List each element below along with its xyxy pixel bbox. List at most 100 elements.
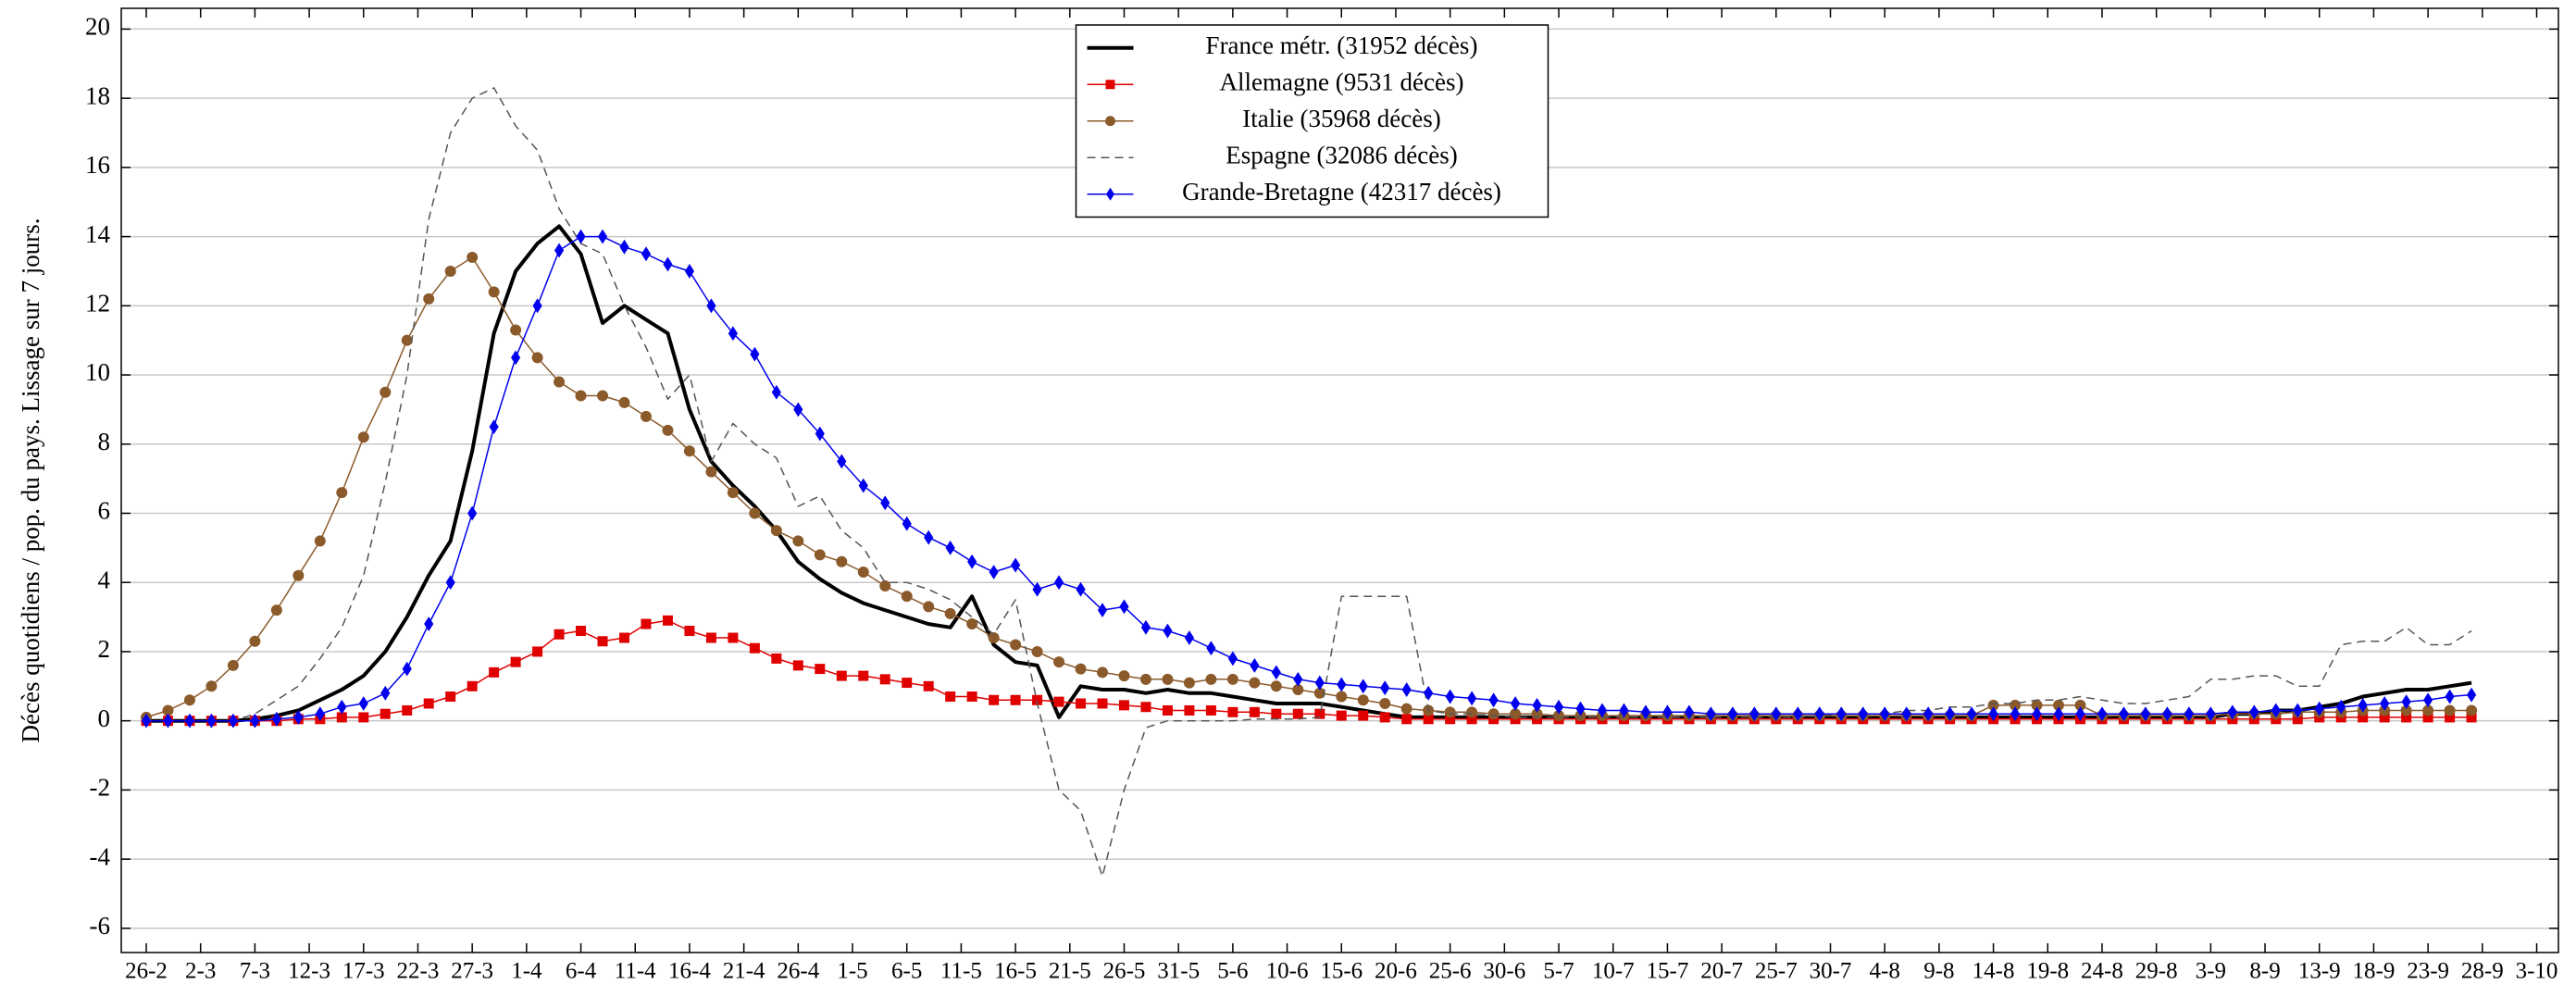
data-point: [1226, 673, 1238, 685]
y-tick-label: -6: [90, 912, 111, 940]
data-point: [1358, 679, 1368, 694]
data-point: [467, 680, 478, 691]
data-point: [705, 466, 717, 478]
x-tick-label: 30-7: [1810, 959, 1852, 984]
x-tick-label: 23-9: [2407, 959, 2449, 984]
data-point: [271, 711, 281, 727]
data-point: [1249, 706, 1260, 717]
data-point: [401, 334, 413, 346]
series: [141, 229, 2477, 729]
data-point: [1662, 704, 1673, 720]
data-point: [1923, 706, 1934, 722]
series: [141, 615, 2477, 727]
data-point: [2184, 706, 2194, 722]
data-point: [1227, 651, 1238, 666]
data-point: [1401, 714, 1412, 725]
data-point: [705, 632, 716, 643]
data-point: [684, 626, 695, 637]
data-point: [1293, 671, 1303, 687]
data-point: [683, 445, 695, 457]
x-tick-label: 21-4: [723, 959, 765, 984]
data-point: [2444, 704, 2456, 716]
series-line: [146, 87, 2472, 878]
y-tick-label: 20: [85, 13, 110, 41]
plot-frame: [120, 7, 2559, 953]
data-point: [1901, 706, 1911, 722]
data-point: [1162, 704, 1173, 716]
data-point: [293, 710, 304, 725]
data-point: [2445, 689, 2455, 704]
x-tick-label: 15-7: [1647, 959, 1689, 984]
data-point: [771, 384, 781, 400]
data-point: [640, 410, 652, 422]
data-point: [2053, 706, 2064, 722]
data-point: [1858, 706, 1868, 722]
data-point: [2314, 701, 2324, 716]
series-line: [146, 235, 2472, 722]
data-point: [1466, 706, 1478, 718]
series-line: [146, 224, 2472, 723]
x-tick-label: 5-7: [1543, 959, 1574, 984]
data-point: [2380, 696, 2390, 711]
data-point: [2336, 699, 2346, 715]
data-point: [1488, 692, 1499, 708]
x-tick-label: 20-6: [1375, 959, 1417, 984]
data-point: [989, 694, 1000, 705]
data-point: [1184, 630, 1195, 645]
data-point: [857, 567, 869, 579]
data-point: [1727, 706, 1737, 722]
x-tick-label: 16-4: [668, 959, 711, 984]
data-point: [815, 426, 825, 442]
data-point: [597, 636, 608, 647]
data-point: [1444, 706, 1456, 718]
data-point: [879, 579, 891, 592]
data-point: [923, 601, 935, 613]
y-axis-label: Décès quotidiens / pop. du pays. Lissage…: [17, 218, 44, 743]
data-point: [1053, 656, 1065, 668]
data-point: [619, 239, 629, 255]
x-tick-label: 10-6: [1266, 959, 1309, 984]
data-point: [663, 256, 673, 272]
data-point: [901, 591, 913, 603]
data-point: [249, 635, 261, 647]
data-point: [793, 402, 803, 417]
data-point: [749, 507, 761, 519]
data-point: [227, 659, 239, 671]
data-point: [2358, 697, 2368, 713]
data-point: [1336, 710, 1347, 721]
x-tick-label: 15-6: [1320, 959, 1363, 984]
data-point: [967, 554, 977, 569]
legend-label: Italie (35968 décès): [1242, 105, 1440, 132]
data-point: [597, 390, 609, 402]
data-point: [1445, 689, 1455, 704]
data-point: [1619, 703, 1629, 718]
data-point: [727, 487, 739, 499]
data-point: [402, 661, 412, 677]
data-point: [1314, 675, 1325, 691]
data-point: [1553, 699, 1564, 715]
data-point: [2075, 706, 2085, 722]
data-point: [1010, 694, 1021, 705]
x-tick-label: 7-3: [240, 959, 270, 984]
x-tick-label: 14-8: [1972, 959, 2015, 984]
legend-marker: [1106, 187, 1114, 201]
data-point: [619, 632, 630, 643]
data-point: [1076, 698, 1087, 709]
data-point: [2293, 703, 2303, 718]
data-point: [1945, 706, 1955, 722]
y-tick-label: 4: [98, 566, 111, 593]
data-point: [357, 431, 369, 443]
data-point: [858, 478, 868, 493]
x-tick-label: 26-2: [125, 959, 168, 984]
data-point: [944, 607, 956, 619]
x-tick-label: 30-6: [1483, 959, 1525, 984]
data-point: [336, 487, 348, 499]
data-point: [2010, 706, 2021, 722]
data-point: [1988, 706, 1998, 722]
data-point: [1358, 710, 1369, 721]
data-point: [2249, 704, 2259, 720]
data-point: [815, 664, 826, 675]
data-point: [684, 264, 695, 279]
data-point: [1706, 706, 1716, 722]
x-tick-label: 12-3: [288, 959, 330, 984]
